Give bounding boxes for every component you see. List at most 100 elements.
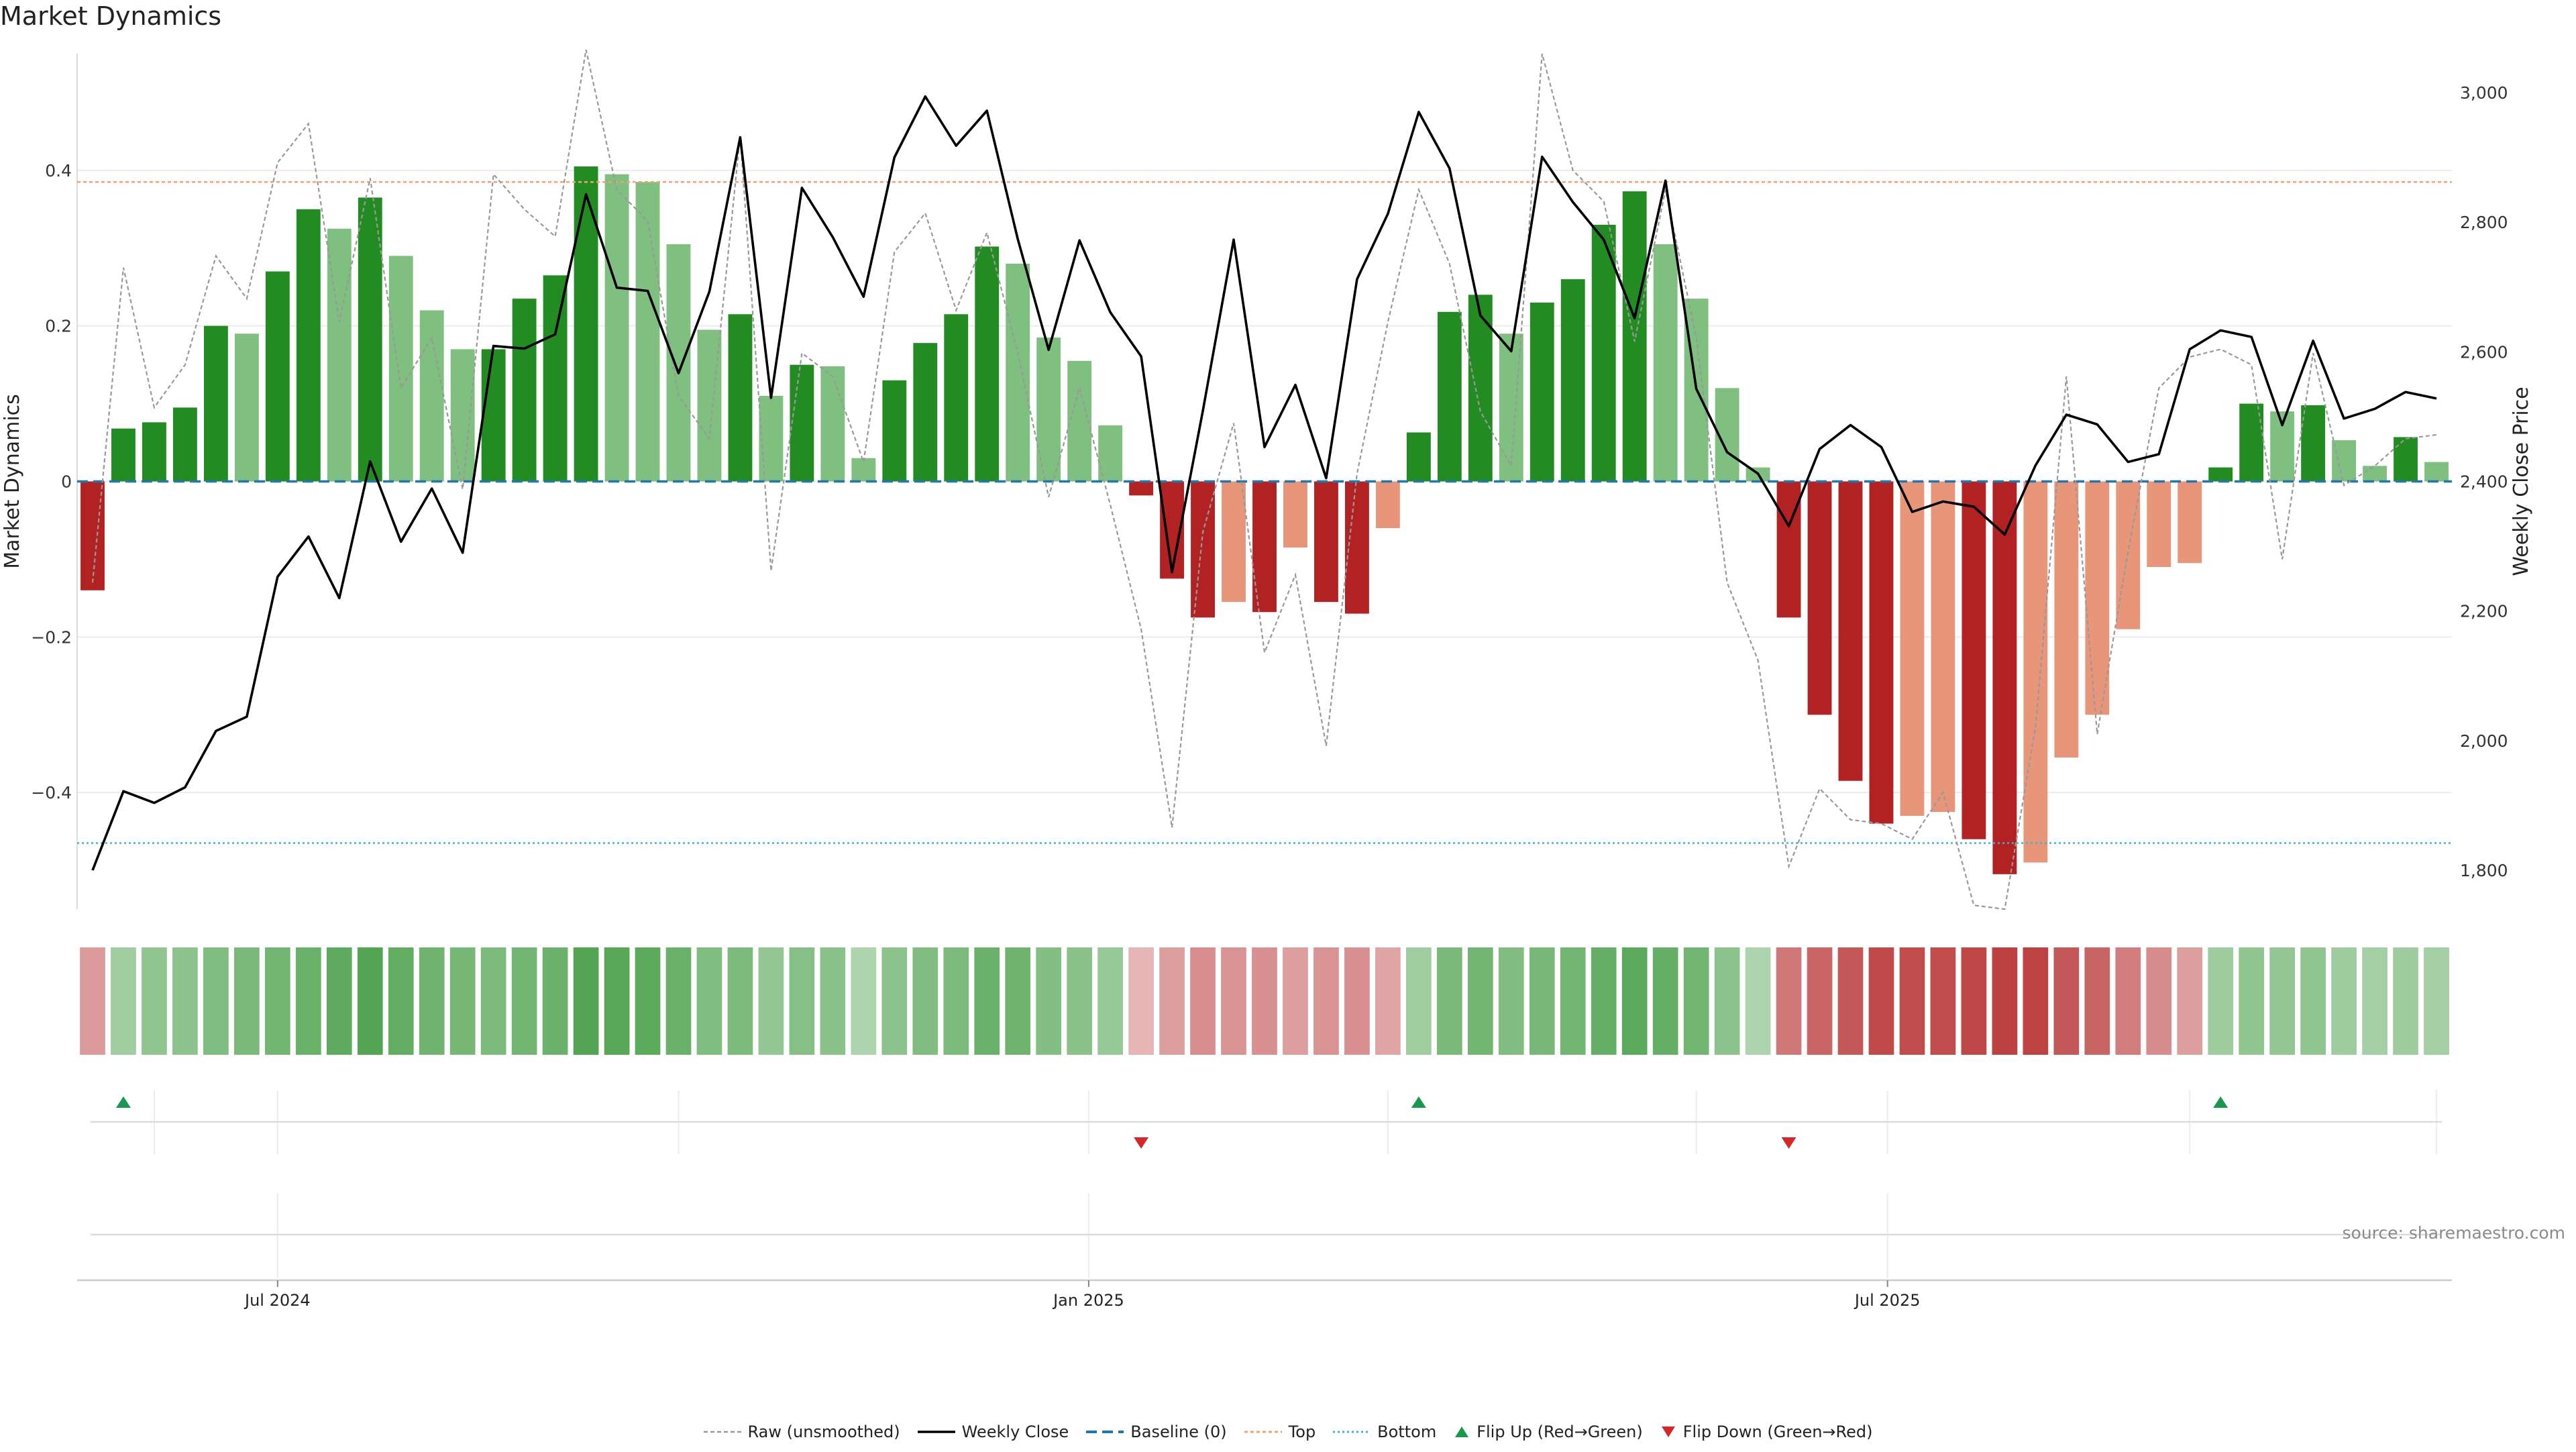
regime-strip-cell	[1436, 947, 1462, 1055]
dynamics-bar	[759, 396, 784, 482]
regime-strip-cell	[912, 947, 938, 1055]
regime-strip-cell	[1652, 947, 1678, 1055]
regime-strip-cell	[2269, 947, 2295, 1055]
dynamics-bar	[1992, 481, 2017, 874]
flip-down-marker	[1781, 1137, 1796, 1149]
legend-swatch-close	[917, 1431, 955, 1433]
regime-strip-cell	[2239, 947, 2265, 1055]
regime-strip-cell	[974, 947, 1000, 1055]
dynamics-bar	[2363, 466, 2387, 482]
regime-strip-cell	[1467, 947, 1493, 1055]
dynamics-bar	[543, 275, 568, 482]
chart-title: Market Dynamics	[0, 1, 222, 31]
legend-item-raw: Raw (unsmoothed)	[703, 1422, 900, 1441]
dynamics-bar	[2178, 481, 2202, 564]
regime-strip-cell	[2146, 947, 2172, 1055]
regime-strip-cell	[2084, 947, 2110, 1055]
y-tick-label: 0	[61, 472, 72, 492]
regime-strip-cell	[1529, 947, 1555, 1055]
regime-strip-cell	[542, 947, 568, 1055]
dynamics-bar	[1529, 302, 1554, 482]
legend-label-bottom: Bottom	[1377, 1422, 1437, 1441]
x-tick-label: Jul 2025	[1854, 1291, 1921, 1310]
dynamics-bar	[203, 325, 228, 482]
dynamics-bar	[2208, 467, 2233, 482]
regime-strip-cell	[943, 947, 969, 1055]
legend-item-flip-down: Flip Down (Green→Red)	[1660, 1422, 1873, 1441]
y2-tick-label: 2,600	[2460, 342, 2508, 362]
regime-strip-cell	[1406, 947, 1432, 1055]
dynamics-bar	[1838, 481, 1863, 781]
flip-up-marker	[2213, 1096, 2229, 1108]
dynamics-bar	[296, 209, 321, 482]
dynamics-bar	[142, 422, 166, 482]
x-tick-label: Jul 2024	[244, 1291, 311, 1310]
dynamics-bar	[913, 343, 938, 482]
legend-item-top: Top	[1244, 1422, 1316, 1441]
regime-strip-cell	[1128, 947, 1154, 1055]
dynamics-bar	[2023, 481, 2048, 863]
regime-strip-cell	[1159, 947, 1185, 1055]
y-axis-label: Market Dynamics	[1, 394, 24, 569]
dynamics-bar	[1098, 425, 1123, 482]
regime-strip-cell	[2331, 947, 2357, 1055]
regime-strip-cell	[758, 947, 784, 1055]
regime-strip-cell	[357, 947, 383, 1055]
dynamics-bar	[1222, 481, 1246, 603]
y2-axis-label: Weekly Close Price	[2510, 386, 2533, 576]
dynamics-bar	[1591, 225, 1616, 482]
dynamics-bar	[2394, 437, 2418, 482]
regime-strip-cell	[635, 947, 661, 1055]
regime-strip-cell	[2053, 947, 2080, 1055]
flip-up-marker	[1411, 1096, 1426, 1108]
dynamics-bar	[728, 314, 753, 482]
regime-strip-cell	[1807, 947, 1833, 1055]
y-tick-label: −0.2	[31, 627, 72, 647]
dynamics-bar	[975, 246, 1000, 482]
regime-strip-cell	[80, 947, 105, 1055]
regime-strip-cell	[480, 947, 506, 1055]
regime-strip-cell	[1899, 947, 1925, 1055]
regime-strip-cell	[264, 947, 290, 1055]
y2-tick-label: 2,400	[2460, 472, 2508, 492]
regime-strip-cell	[1837, 947, 1864, 1055]
dynamics-bar	[790, 364, 814, 482]
legend-label-baseline: Baseline (0)	[1130, 1422, 1227, 1441]
raw-series-line	[91, 49, 2437, 911]
dynamics-bar	[1375, 481, 1400, 529]
regime-strip-cell	[1283, 947, 1308, 1055]
regime-strip-cell	[295, 947, 321, 1055]
regime-strip-cell	[696, 947, 722, 1055]
dynamics-bar	[1962, 481, 1986, 839]
dynamics-bar	[2054, 481, 2079, 758]
regime-strip-cell	[1714, 947, 1740, 1055]
regime-strip-cell	[573, 947, 599, 1055]
weekly-close-line	[91, 95, 2437, 871]
dynamics-bar	[80, 481, 105, 590]
dynamics-bar	[1191, 481, 1215, 618]
dynamics-bar	[1344, 481, 1369, 614]
dynamics-bar	[1869, 481, 1894, 824]
y2-tick-label: 3,000	[2460, 83, 2508, 103]
legend-triangle-up-icon	[1455, 1427, 1469, 1437]
dynamics-bar	[2424, 462, 2449, 482]
dynamics-bar	[2239, 403, 2264, 482]
regime-strip-cell	[1992, 947, 2018, 1055]
dynamics-bar	[172, 407, 197, 482]
regime-strip-cell	[727, 947, 753, 1055]
regime-strip-cell	[2023, 947, 2049, 1055]
regime-strip-cell	[111, 947, 136, 1055]
dynamics-bar	[1653, 244, 1678, 482]
dynamics-bar	[820, 366, 845, 482]
regime-strip-cell	[2424, 947, 2449, 1055]
dynamics-bar	[450, 349, 475, 482]
y2-tick-label: 1,800	[2460, 861, 2508, 880]
regime-strip-cell	[1560, 947, 1586, 1055]
source-label: source: sharemaestro.com	[2342, 1223, 2566, 1243]
y2-tick-label: 2,800	[2460, 213, 2508, 232]
regime-strip-cell	[1961, 947, 1987, 1055]
dynamics-bar	[327, 228, 352, 482]
dynamics-bar	[265, 271, 290, 482]
dynamics-bar	[2147, 481, 2171, 567]
